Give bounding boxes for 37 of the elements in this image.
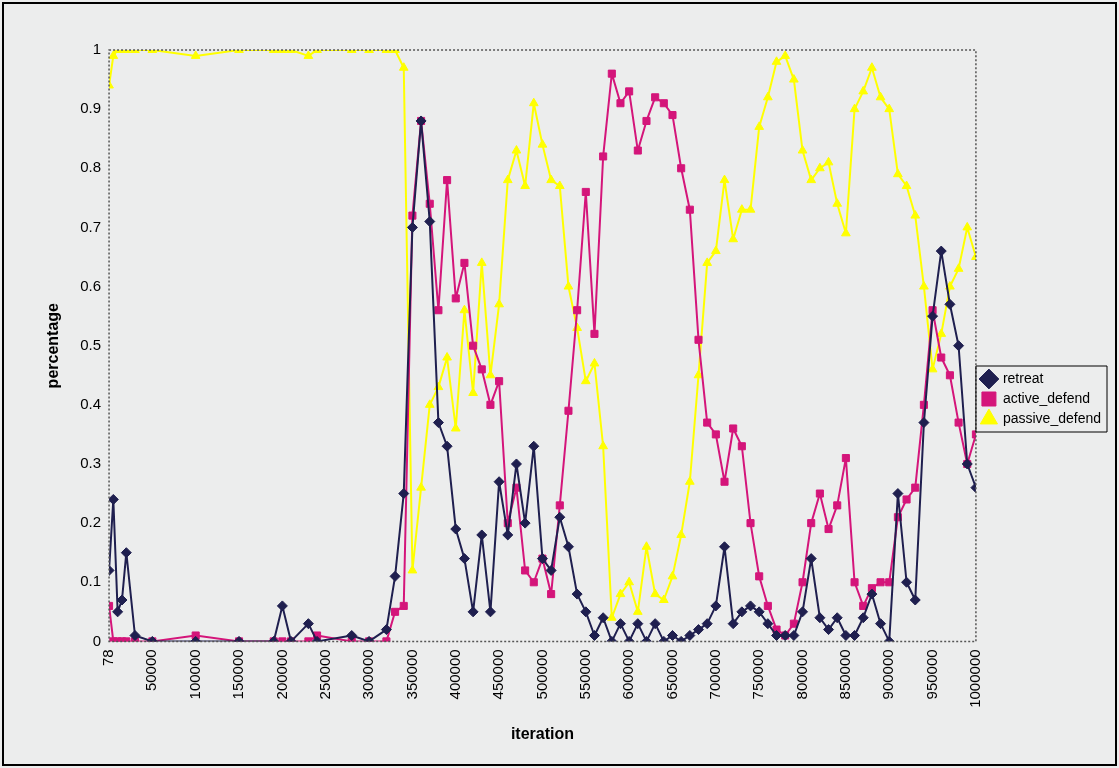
x-tick-label: 250000	[315, 649, 333, 700]
legend-label: active_defend	[1002, 389, 1091, 406]
x-tick-label: 850000	[836, 649, 854, 700]
x-tick-label: 1000000	[966, 649, 984, 708]
y-tick-label: 0.6	[80, 276, 102, 294]
x-tick-label: 600000	[619, 649, 637, 700]
x-tick-label: 400000	[445, 649, 463, 700]
x-tick-label: 900000	[879, 649, 897, 700]
y-axis-title: percentage	[44, 302, 62, 389]
x-tick-label: 450000	[489, 649, 507, 700]
y-tick-label: 0.7	[80, 217, 102, 235]
x-tick-label: 300000	[359, 649, 377, 700]
x-tick-label: 150000	[229, 649, 247, 700]
y-tick-label: 0.1	[80, 572, 102, 590]
y-tick-label: 0.5	[80, 335, 102, 353]
x-tick-label: 700000	[705, 649, 723, 700]
legend-label: passive_defend	[1002, 409, 1101, 426]
x-tick-label: 550000	[575, 649, 593, 700]
y-tick-label: 0.2	[80, 513, 102, 531]
y-tick-label: 0.4	[80, 394, 102, 412]
x-tick-label: 950000	[922, 649, 940, 700]
y-tick-label: 0.3	[80, 454, 102, 472]
x-tick-label: 800000	[792, 649, 810, 700]
x-axis-title: iteration	[510, 724, 575, 742]
x-tick-label: 650000	[662, 649, 680, 700]
x-tick-label: 350000	[402, 649, 420, 700]
x-tick-label: 500000	[532, 649, 550, 700]
x-tick-label: 750000	[749, 649, 767, 700]
x-tick-label: 50000	[142, 649, 160, 692]
x-tick-label: 200000	[272, 649, 290, 700]
y-tick-label: 0.9	[80, 99, 102, 117]
legend-label: retreat	[1002, 369, 1044, 386]
y-tick-label: 1	[92, 40, 102, 58]
x-tick-label: 100000	[185, 649, 203, 700]
x-tick-label: 78	[99, 649, 117, 667]
y-tick-label: 0	[92, 631, 102, 649]
y-tick-label: 0.8	[80, 158, 102, 176]
